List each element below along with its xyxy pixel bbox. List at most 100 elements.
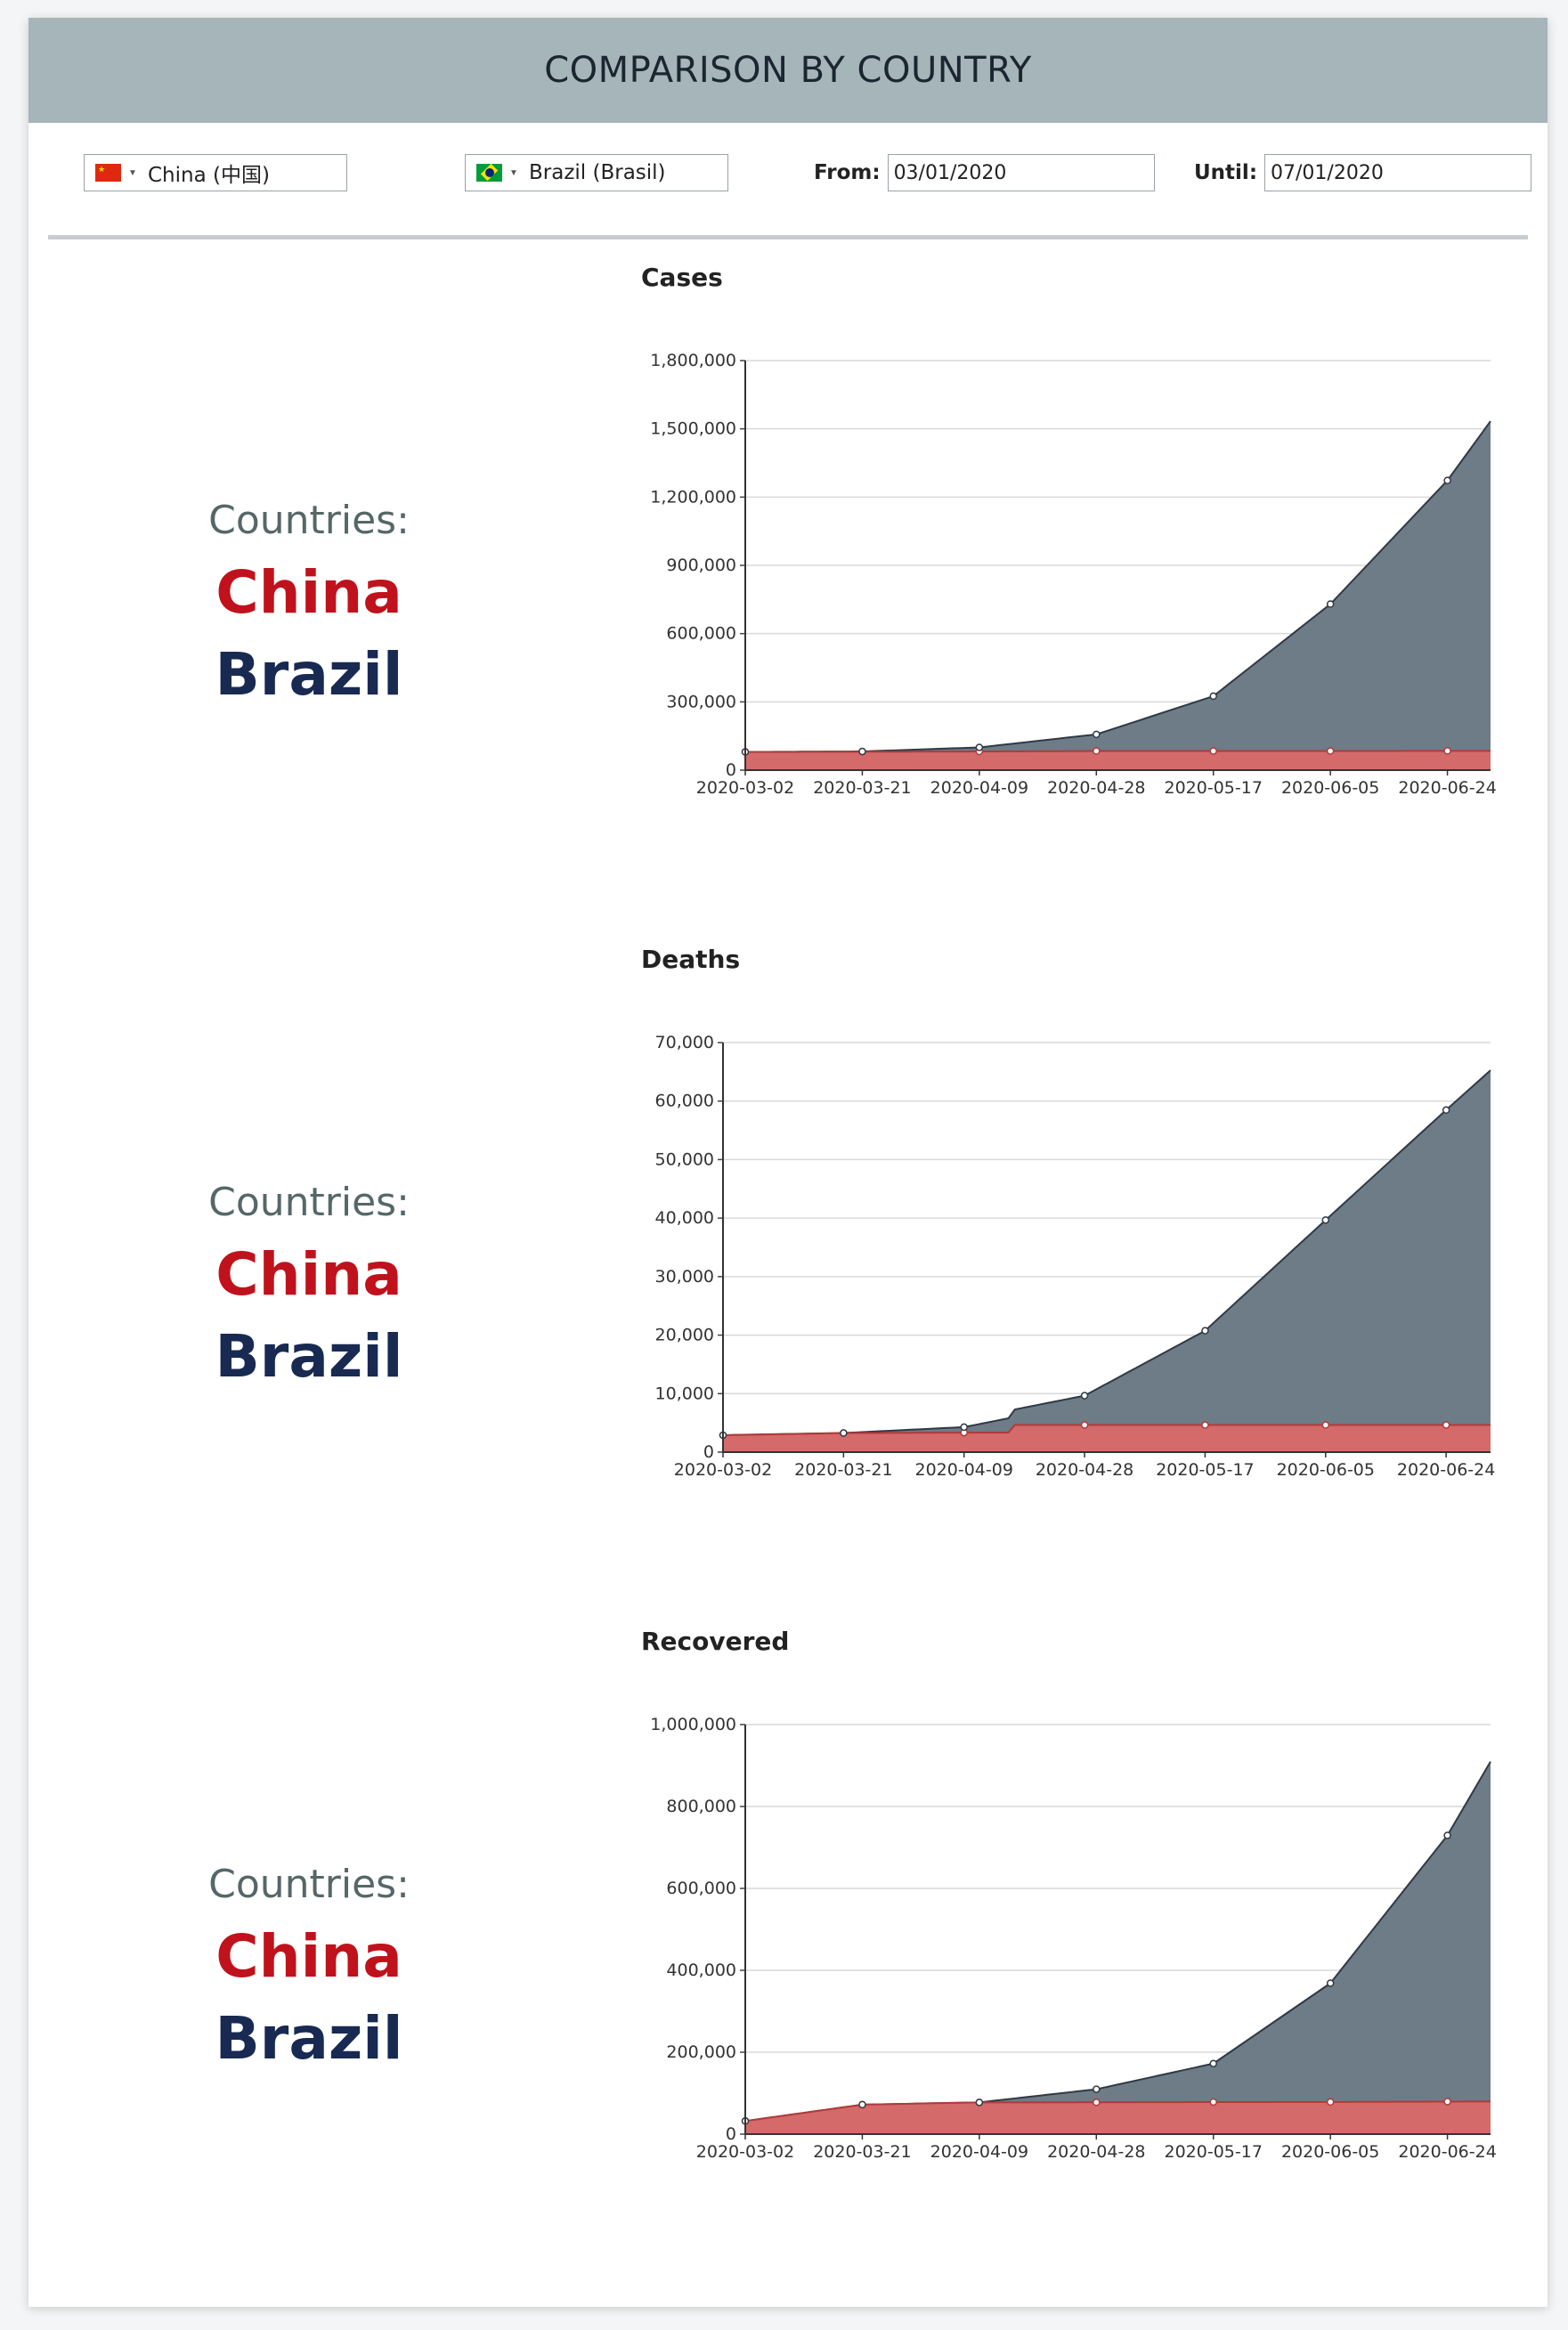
deaths-chart: 0 10,000 20,000 30,000 40,000 50,000 60,000 70,… (655, 1033, 1496, 1480)
y-tick-label: 1,500,000 (650, 419, 736, 439)
until-date-group: Until: (1194, 154, 1532, 191)
page-header: COMPARISON BY COUNTRY (28, 18, 1548, 123)
brazil-point (1093, 2085, 1101, 2093)
brazil-point (1443, 1831, 1451, 1839)
controls-bar: ▼ China (中国) ▼ Brazil (Brasil) From: Unt… (28, 123, 1548, 237)
brazil-point (858, 747, 866, 756)
y-tick-label: 600,000 (666, 1879, 736, 1898)
x-tick-label: 2020-03-21 (813, 2142, 911, 2162)
brazil-point (1326, 600, 1335, 608)
brazil-point (840, 1429, 848, 1437)
country2-name: Brazil (215, 2004, 403, 2073)
china-point (1080, 1421, 1089, 1429)
brazil-flag-icon (476, 164, 502, 182)
china-point (1093, 747, 1101, 755)
countries-legend: Countries: China Brazil (109, 1854, 509, 2080)
chart-title: Deaths (641, 945, 741, 974)
brazil-point (1080, 1392, 1089, 1400)
brazil-point (975, 743, 984, 751)
caret-down-icon: ▼ (509, 167, 518, 178)
x-tick-label: 2020-04-09 (914, 1460, 1012, 1480)
china-area (745, 751, 1491, 770)
brazil-area (745, 1761, 1491, 2122)
x-tick-label: 2020-03-02 (696, 2142, 794, 2162)
divider (48, 235, 1528, 239)
china-point (1443, 747, 1451, 755)
y-tick-label: 300,000 (666, 692, 736, 711)
brazil-point (1442, 1106, 1450, 1115)
until-date-input[interactable] (1264, 154, 1532, 191)
countries-label: Countries: (208, 498, 410, 543)
y-tick-label: 10,000 (655, 1384, 714, 1403)
country1-select[interactable]: ▼ China (中国) (84, 154, 347, 191)
country1-label: China (中国) (148, 164, 270, 187)
china-point (1443, 2098, 1451, 2106)
brazil-point (1326, 1979, 1335, 1987)
x-tick-label: 2020-03-21 (813, 778, 911, 798)
y-tick-label: 1,000,000 (650, 1715, 736, 1734)
x-tick-label: 2020-06-24 (1398, 2142, 1496, 2162)
y-tick-label: 800,000 (666, 1797, 736, 1816)
y-tick-label: 40,000 (655, 1208, 714, 1228)
y-tick-label: 50,000 (655, 1149, 714, 1169)
china-point (1209, 2098, 1217, 2107)
y-tick-label: 0 (726, 2124, 736, 2144)
caret-down-icon: ▼ (128, 167, 137, 178)
y-tick-label: 20,000 (655, 1326, 714, 1345)
x-tick-label: 2020-04-09 (930, 2142, 1028, 2162)
x-tick-label: 2020-06-24 (1397, 1460, 1495, 1480)
from-date-input[interactable] (887, 154, 1155, 191)
country2-name: Brazil (215, 1322, 403, 1391)
recovered-section: Countries: China Brazil Recovered 0 200,0… (28, 1613, 1548, 2254)
china-flag-icon (95, 164, 121, 182)
recovered-chart: 0 200,000 400,000 600,000 800,000 1,000,000 20… (650, 1715, 1496, 2162)
main-card: COMPARISON BY COUNTRY ▼ China (中国) ▼ Bra… (28, 18, 1548, 2307)
y-tick-label: 30,000 (655, 1267, 714, 1287)
chart-title: Cases (641, 263, 723, 292)
y-tick-label: 200,000 (666, 2042, 736, 2062)
brazil-point (1443, 476, 1451, 484)
y-tick-label: 600,000 (666, 624, 736, 644)
china-point (1209, 747, 1217, 755)
china-line (722, 1424, 1491, 1436)
x-tick-label: 2020-04-28 (1036, 1460, 1133, 1480)
brazil-area (745, 421, 1491, 752)
brazil-point (1321, 1216, 1330, 1224)
brazil-point (858, 2100, 866, 2109)
from-date-group: From: (814, 154, 1155, 191)
country2-select[interactable]: ▼ Brazil (Brasil) (465, 154, 728, 191)
y-tick-label: 70,000 (655, 1033, 714, 1052)
x-tick-label: 2020-06-05 (1281, 778, 1379, 798)
brazil-area (723, 1070, 1491, 1435)
until-label: Until: (1194, 161, 1258, 184)
china-point (1201, 1421, 1209, 1429)
x-tick-label: 2020-04-28 (1047, 2142, 1145, 2162)
brazil-point (1209, 692, 1217, 701)
china-point (1321, 1421, 1330, 1429)
x-tick-label: 2020-05-17 (1165, 778, 1263, 798)
country1-name: China (215, 1240, 402, 1309)
china-point (1442, 1421, 1450, 1429)
countries-label: Countries: (208, 1862, 410, 1907)
x-tick-label: 2020-06-24 (1398, 778, 1496, 798)
y-tick-label: 60,000 (655, 1092, 714, 1111)
x-tick-label: 2020-05-17 (1156, 1460, 1254, 1480)
brazil-point (1209, 2059, 1217, 2067)
brazil-point (1093, 730, 1101, 739)
brazil-point (960, 1423, 968, 1432)
country1-name: China (215, 558, 402, 627)
page-title: COMPARISON BY COUNTRY (544, 50, 1032, 91)
x-tick-label: 2020-06-05 (1281, 2142, 1379, 2162)
y-tick-label: 1,800,000 (650, 351, 736, 370)
cases-chart: 0 300,000 600,000 900,000 1,200,000 1,500,000… (650, 351, 1496, 798)
cases-section: Countries: China Brazil Cases 0 300,000 60… (28, 249, 1548, 890)
china-point (1326, 747, 1335, 755)
x-tick-label: 2020-03-02 (674, 1460, 772, 1480)
brazil-point (1201, 1327, 1209, 1335)
china-area (745, 2101, 1491, 2134)
country2-label: Brazil (Brasil) (529, 161, 666, 184)
x-tick-label: 2020-06-05 (1277, 1460, 1375, 1480)
brazil-point (975, 2099, 984, 2107)
y-tick-label: 900,000 (666, 556, 736, 575)
y-tick-label: 0 (726, 760, 736, 780)
